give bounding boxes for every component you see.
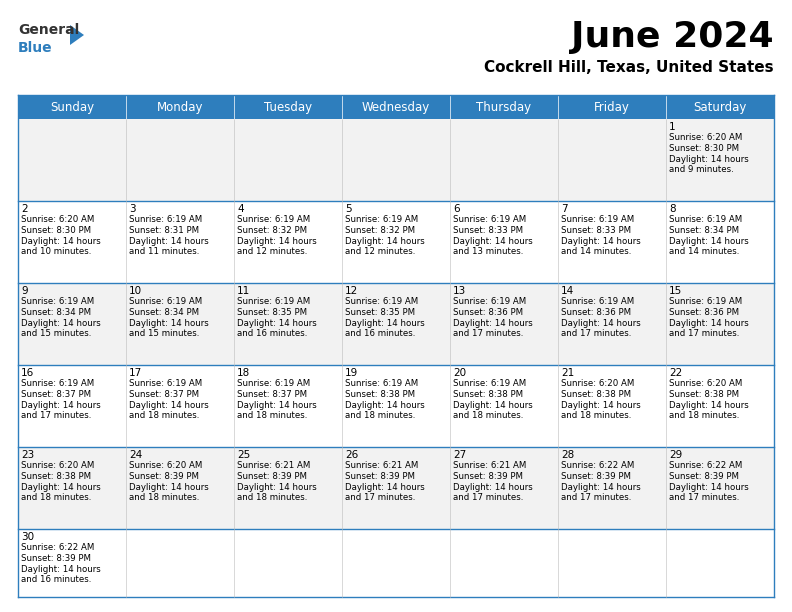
Text: Sunrise: 6:21 AM
Sunset: 8:39 PM
Daylight: 14 hours
and 17 minutes.: Sunrise: 6:21 AM Sunset: 8:39 PM Dayligh… bbox=[345, 461, 425, 502]
Text: Sunrise: 6:20 AM
Sunset: 8:38 PM
Daylight: 14 hours
and 18 minutes.: Sunrise: 6:20 AM Sunset: 8:38 PM Dayligh… bbox=[561, 379, 641, 420]
Text: Sunrise: 6:19 AM
Sunset: 8:37 PM
Daylight: 14 hours
and 17 minutes.: Sunrise: 6:19 AM Sunset: 8:37 PM Dayligh… bbox=[21, 379, 101, 420]
Text: 13: 13 bbox=[453, 286, 466, 296]
Text: Sunrise: 6:20 AM
Sunset: 8:39 PM
Daylight: 14 hours
and 18 minutes.: Sunrise: 6:20 AM Sunset: 8:39 PM Dayligh… bbox=[129, 461, 209, 502]
Bar bbox=[18, 447, 774, 529]
Text: 14: 14 bbox=[561, 286, 574, 296]
Text: Thursday: Thursday bbox=[477, 100, 531, 113]
Bar bbox=[666, 95, 774, 119]
Text: Sunrise: 6:20 AM
Sunset: 8:30 PM
Daylight: 14 hours
and 9 minutes.: Sunrise: 6:20 AM Sunset: 8:30 PM Dayligh… bbox=[669, 133, 748, 174]
Text: Sunrise: 6:19 AM
Sunset: 8:36 PM
Daylight: 14 hours
and 17 minutes.: Sunrise: 6:19 AM Sunset: 8:36 PM Dayligh… bbox=[561, 297, 641, 338]
Text: General: General bbox=[18, 23, 79, 37]
Bar bbox=[18, 283, 774, 365]
Text: Sunrise: 6:20 AM
Sunset: 8:30 PM
Daylight: 14 hours
and 10 minutes.: Sunrise: 6:20 AM Sunset: 8:30 PM Dayligh… bbox=[21, 215, 101, 256]
Text: 4: 4 bbox=[237, 204, 244, 214]
Text: Sunrise: 6:19 AM
Sunset: 8:33 PM
Daylight: 14 hours
and 14 minutes.: Sunrise: 6:19 AM Sunset: 8:33 PM Dayligh… bbox=[561, 215, 641, 256]
Text: 30: 30 bbox=[21, 532, 34, 542]
Text: 11: 11 bbox=[237, 286, 250, 296]
Text: 3: 3 bbox=[129, 204, 135, 214]
Bar bbox=[18, 119, 774, 201]
Text: Sunrise: 6:19 AM
Sunset: 8:36 PM
Daylight: 14 hours
and 17 minutes.: Sunrise: 6:19 AM Sunset: 8:36 PM Dayligh… bbox=[453, 297, 533, 338]
Text: Sunrise: 6:19 AM
Sunset: 8:37 PM
Daylight: 14 hours
and 18 minutes.: Sunrise: 6:19 AM Sunset: 8:37 PM Dayligh… bbox=[129, 379, 209, 420]
Text: 2: 2 bbox=[21, 204, 28, 214]
Text: 7: 7 bbox=[561, 204, 568, 214]
Text: Sunrise: 6:20 AM
Sunset: 8:38 PM
Daylight: 14 hours
and 18 minutes.: Sunrise: 6:20 AM Sunset: 8:38 PM Dayligh… bbox=[669, 379, 748, 420]
Text: 16: 16 bbox=[21, 368, 34, 378]
Text: Sunrise: 6:19 AM
Sunset: 8:34 PM
Daylight: 14 hours
and 14 minutes.: Sunrise: 6:19 AM Sunset: 8:34 PM Dayligh… bbox=[669, 215, 748, 256]
Text: 22: 22 bbox=[669, 368, 682, 378]
Text: 17: 17 bbox=[129, 368, 143, 378]
Text: 28: 28 bbox=[561, 450, 574, 460]
Text: Sunrise: 6:19 AM
Sunset: 8:36 PM
Daylight: 14 hours
and 17 minutes.: Sunrise: 6:19 AM Sunset: 8:36 PM Dayligh… bbox=[669, 297, 748, 338]
Polygon shape bbox=[70, 25, 84, 45]
Text: 15: 15 bbox=[669, 286, 682, 296]
Text: Sunrise: 6:19 AM
Sunset: 8:33 PM
Daylight: 14 hours
and 13 minutes.: Sunrise: 6:19 AM Sunset: 8:33 PM Dayligh… bbox=[453, 215, 533, 256]
Text: Sunrise: 6:19 AM
Sunset: 8:38 PM
Daylight: 14 hours
and 18 minutes.: Sunrise: 6:19 AM Sunset: 8:38 PM Dayligh… bbox=[345, 379, 425, 420]
Text: Sunrise: 6:19 AM
Sunset: 8:34 PM
Daylight: 14 hours
and 15 minutes.: Sunrise: 6:19 AM Sunset: 8:34 PM Dayligh… bbox=[21, 297, 101, 338]
Text: Sunrise: 6:19 AM
Sunset: 8:34 PM
Daylight: 14 hours
and 15 minutes.: Sunrise: 6:19 AM Sunset: 8:34 PM Dayligh… bbox=[129, 297, 209, 338]
Text: 19: 19 bbox=[345, 368, 358, 378]
Text: 1: 1 bbox=[669, 122, 676, 132]
Text: Sunrise: 6:19 AM
Sunset: 8:35 PM
Daylight: 14 hours
and 16 minutes.: Sunrise: 6:19 AM Sunset: 8:35 PM Dayligh… bbox=[345, 297, 425, 338]
Text: Sunrise: 6:19 AM
Sunset: 8:37 PM
Daylight: 14 hours
and 18 minutes.: Sunrise: 6:19 AM Sunset: 8:37 PM Dayligh… bbox=[237, 379, 317, 420]
Text: Sunrise: 6:20 AM
Sunset: 8:38 PM
Daylight: 14 hours
and 18 minutes.: Sunrise: 6:20 AM Sunset: 8:38 PM Dayligh… bbox=[21, 461, 101, 502]
Text: Sunrise: 6:21 AM
Sunset: 8:39 PM
Daylight: 14 hours
and 17 minutes.: Sunrise: 6:21 AM Sunset: 8:39 PM Dayligh… bbox=[453, 461, 533, 502]
Text: Monday: Monday bbox=[157, 100, 204, 113]
Bar bbox=[18, 95, 126, 119]
Bar bbox=[234, 95, 342, 119]
Text: 26: 26 bbox=[345, 450, 358, 460]
Text: 21: 21 bbox=[561, 368, 574, 378]
Text: Sunrise: 6:22 AM
Sunset: 8:39 PM
Daylight: 14 hours
and 17 minutes.: Sunrise: 6:22 AM Sunset: 8:39 PM Dayligh… bbox=[669, 461, 748, 502]
Text: Sunrise: 6:19 AM
Sunset: 8:35 PM
Daylight: 14 hours
and 16 minutes.: Sunrise: 6:19 AM Sunset: 8:35 PM Dayligh… bbox=[237, 297, 317, 338]
Text: Saturday: Saturday bbox=[693, 100, 747, 113]
Bar bbox=[342, 95, 450, 119]
Bar bbox=[18, 201, 774, 283]
Text: Sunday: Sunday bbox=[50, 100, 94, 113]
Text: Sunrise: 6:21 AM
Sunset: 8:39 PM
Daylight: 14 hours
and 18 minutes.: Sunrise: 6:21 AM Sunset: 8:39 PM Dayligh… bbox=[237, 461, 317, 502]
Text: Sunrise: 6:19 AM
Sunset: 8:32 PM
Daylight: 14 hours
and 12 minutes.: Sunrise: 6:19 AM Sunset: 8:32 PM Dayligh… bbox=[237, 215, 317, 256]
Text: 27: 27 bbox=[453, 450, 466, 460]
Text: 25: 25 bbox=[237, 450, 250, 460]
Text: Friday: Friday bbox=[594, 100, 630, 113]
Bar bbox=[18, 529, 774, 597]
Text: 29: 29 bbox=[669, 450, 682, 460]
Text: 6: 6 bbox=[453, 204, 459, 214]
Text: 9: 9 bbox=[21, 286, 28, 296]
Text: Sunrise: 6:22 AM
Sunset: 8:39 PM
Daylight: 14 hours
and 17 minutes.: Sunrise: 6:22 AM Sunset: 8:39 PM Dayligh… bbox=[561, 461, 641, 502]
Text: Blue: Blue bbox=[18, 41, 52, 55]
Text: Sunrise: 6:19 AM
Sunset: 8:31 PM
Daylight: 14 hours
and 11 minutes.: Sunrise: 6:19 AM Sunset: 8:31 PM Dayligh… bbox=[129, 215, 209, 256]
Text: 23: 23 bbox=[21, 450, 34, 460]
Text: 24: 24 bbox=[129, 450, 143, 460]
Text: 12: 12 bbox=[345, 286, 358, 296]
Text: 5: 5 bbox=[345, 204, 352, 214]
Bar bbox=[558, 95, 666, 119]
Text: June 2024: June 2024 bbox=[571, 20, 774, 54]
Text: Sunrise: 6:19 AM
Sunset: 8:32 PM
Daylight: 14 hours
and 12 minutes.: Sunrise: 6:19 AM Sunset: 8:32 PM Dayligh… bbox=[345, 215, 425, 256]
Text: Cockrell Hill, Texas, United States: Cockrell Hill, Texas, United States bbox=[485, 60, 774, 75]
Text: Sunrise: 6:22 AM
Sunset: 8:39 PM
Daylight: 14 hours
and 16 minutes.: Sunrise: 6:22 AM Sunset: 8:39 PM Dayligh… bbox=[21, 543, 101, 584]
Text: 8: 8 bbox=[669, 204, 676, 214]
Text: Sunrise: 6:19 AM
Sunset: 8:38 PM
Daylight: 14 hours
and 18 minutes.: Sunrise: 6:19 AM Sunset: 8:38 PM Dayligh… bbox=[453, 379, 533, 420]
Text: Tuesday: Tuesday bbox=[264, 100, 312, 113]
Text: 20: 20 bbox=[453, 368, 466, 378]
Bar bbox=[18, 365, 774, 447]
Text: 10: 10 bbox=[129, 286, 142, 296]
Text: Wednesday: Wednesday bbox=[362, 100, 430, 113]
Text: 18: 18 bbox=[237, 368, 250, 378]
Bar bbox=[450, 95, 558, 119]
Bar bbox=[126, 95, 234, 119]
